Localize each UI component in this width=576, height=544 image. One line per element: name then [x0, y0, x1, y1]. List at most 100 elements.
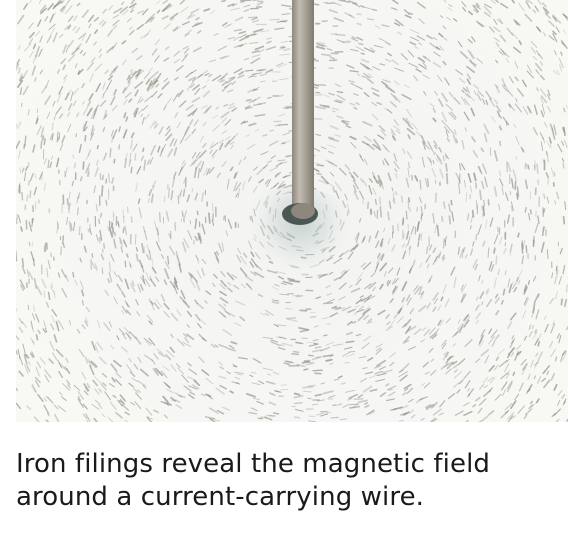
- iron-filing: [189, 159, 196, 167]
- iron-filing: [162, 395, 169, 404]
- iron-filing: [55, 106, 62, 115]
- iron-filing: [234, 376, 241, 380]
- iron-filing: [485, 90, 492, 100]
- iron-filing: [191, 97, 201, 103]
- iron-filing: [498, 17, 503, 25]
- iron-filing: [221, 55, 226, 60]
- iron-filing: [224, 139, 231, 148]
- iron-filing: [452, 342, 457, 347]
- iron-filing: [81, 299, 84, 306]
- iron-filing: [328, 161, 338, 167]
- iron-filing: [188, 112, 194, 117]
- iron-filing: [360, 262, 366, 268]
- iron-filing: [167, 148, 174, 158]
- iron-filing: [378, 37, 386, 42]
- iron-filing: [191, 107, 198, 116]
- iron-filing: [40, 7, 48, 15]
- iron-filing: [367, 357, 374, 362]
- iron-filing: [334, 307, 342, 310]
- iron-filing: [338, 296, 346, 301]
- iron-filing: [28, 0, 33, 4]
- iron-filing: [89, 132, 95, 141]
- iron-filing: [67, 381, 71, 387]
- iron-filing: [96, 341, 104, 351]
- iron-filing: [314, 393, 323, 397]
- iron-filing: [467, 173, 472, 183]
- iron-filing: [101, 372, 108, 378]
- iron-filing: [273, 390, 282, 393]
- iron-filing: [137, 96, 142, 104]
- iron-filing: [407, 235, 411, 246]
- iron-filing: [22, 343, 26, 353]
- iron-filing: [269, 129, 274, 132]
- iron-filing: [488, 364, 495, 372]
- iron-filing: [374, 370, 383, 375]
- iron-filing: [68, 39, 74, 47]
- iron-filing: [127, 17, 132, 23]
- iron-filing: [49, 285, 56, 295]
- iron-filing: [303, 390, 313, 393]
- iron-filing: [522, 363, 528, 371]
- iron-filing: [379, 238, 384, 247]
- iron-filing: [326, 181, 335, 188]
- iron-filing: [174, 276, 178, 284]
- iron-filing: [110, 253, 115, 262]
- iron-filing: [148, 249, 152, 261]
- iron-filing: [221, 0, 227, 3]
- iron-filing: [176, 338, 185, 347]
- iron-filing: [564, 298, 567, 308]
- iron-filing: [358, 42, 364, 46]
- iron-filing: [101, 185, 104, 197]
- iron-filing: [137, 356, 142, 364]
- iron-filing: [250, 57, 261, 64]
- iron-filing: [481, 415, 489, 422]
- iron-filing: [547, 178, 549, 185]
- iron-filing: [383, 227, 386, 233]
- iron-filing: [139, 283, 144, 291]
- iron-filing: [91, 57, 96, 63]
- iron-filing: [45, 301, 50, 308]
- iron-filing: [338, 282, 347, 290]
- iron-filing: [320, 382, 326, 385]
- iron-filing: [482, 199, 486, 207]
- iron-filing: [44, 369, 52, 379]
- iron-filing: [227, 281, 232, 286]
- iron-filing: [509, 312, 517, 321]
- iron-filing: [371, 87, 380, 92]
- iron-filing: [156, 348, 164, 354]
- iron-filing: [431, 334, 438, 340]
- iron-filing: [16, 307, 18, 312]
- iron-filing: [443, 351, 449, 356]
- iron-filing: [135, 392, 142, 400]
- iron-filing: [149, 300, 153, 305]
- iron-filing: [130, 9, 134, 13]
- iron-filing: [124, 91, 132, 99]
- iron-filing: [375, 348, 382, 355]
- iron-filing: [346, 64, 355, 69]
- iron-filing: [245, 134, 251, 137]
- iron-filing: [391, 59, 399, 66]
- iron-filing: [49, 27, 56, 36]
- iron-filing: [17, 45, 21, 50]
- iron-filing: [147, 86, 151, 92]
- iron-filing: [142, 274, 146, 284]
- iron-filing: [495, 41, 500, 47]
- iron-filing: [292, 294, 300, 297]
- iron-filing: [151, 266, 157, 274]
- iron-filing: [195, 151, 201, 159]
- iron-filing: [331, 305, 338, 309]
- iron-filing: [530, 359, 534, 368]
- iron-filing: [146, 416, 153, 420]
- iron-filing: [405, 117, 412, 127]
- iron-filing: [545, 172, 550, 179]
- iron-filing: [281, 142, 286, 145]
- iron-filing: [344, 164, 351, 171]
- iron-filing: [132, 68, 141, 76]
- iron-filing: [118, 126, 121, 133]
- iron-filing: [87, 100, 92, 107]
- iron-filing: [216, 76, 225, 82]
- iron-filing: [286, 318, 298, 322]
- iron-filing: [110, 136, 115, 143]
- iron-filing: [221, 116, 228, 124]
- iron-filing: [346, 308, 357, 313]
